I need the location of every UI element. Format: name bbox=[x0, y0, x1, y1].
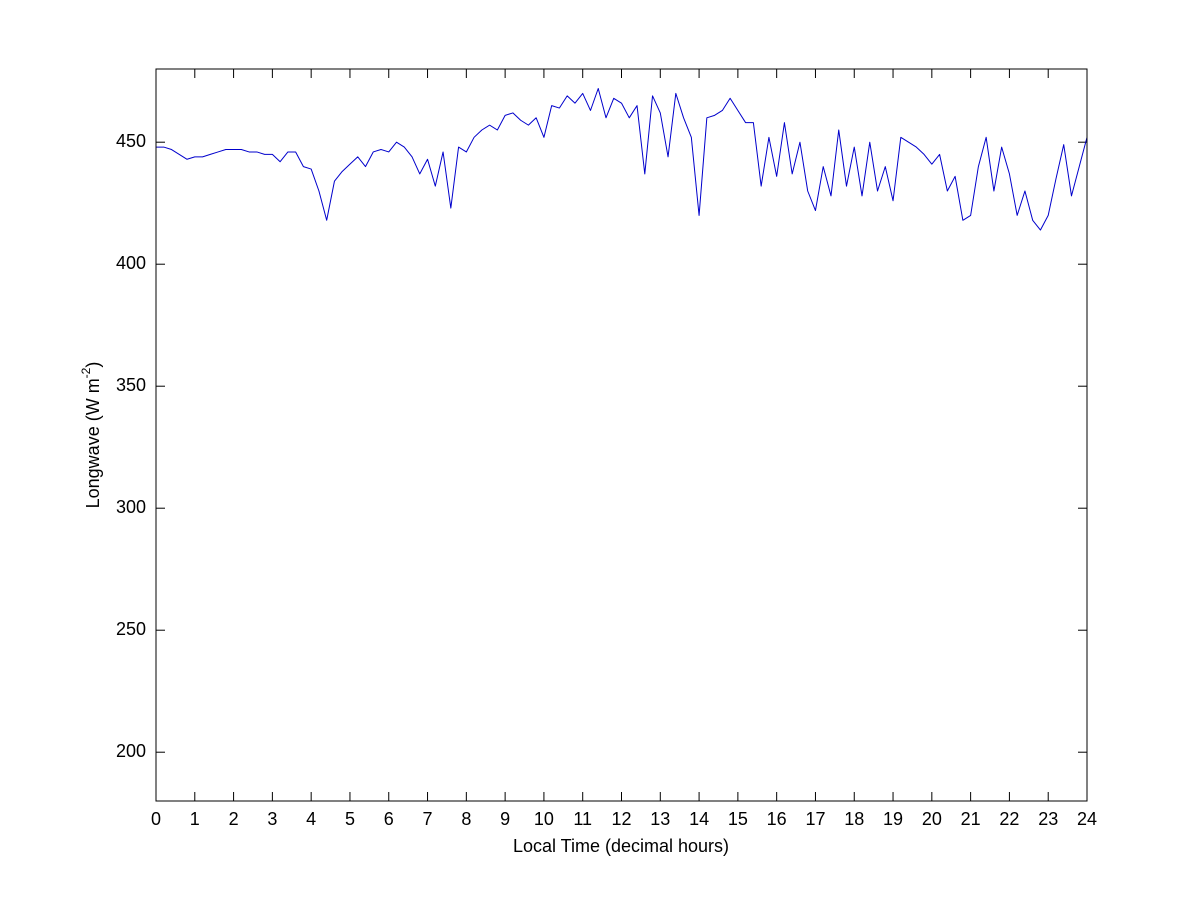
y-tick-label: 350 bbox=[116, 375, 146, 395]
x-tick-label: 20 bbox=[922, 809, 942, 829]
x-tick-label: 12 bbox=[611, 809, 631, 829]
x-tick-label: 23 bbox=[1038, 809, 1058, 829]
x-tick-label: 15 bbox=[728, 809, 748, 829]
y-tick-label: 450 bbox=[116, 131, 146, 151]
y-axis-label-text: Longwave (W m bbox=[83, 378, 103, 508]
y-axis-label-suffix: ) bbox=[83, 362, 103, 368]
x-tick-label: 0 bbox=[151, 809, 161, 829]
x-tick-label: 6 bbox=[384, 809, 394, 829]
data-line bbox=[156, 88, 1088, 231]
x-tick-label: 24 bbox=[1077, 809, 1097, 829]
x-tick-label: 7 bbox=[423, 809, 433, 829]
x-tick-label: 3 bbox=[267, 809, 277, 829]
y-tick-label: 250 bbox=[116, 619, 146, 639]
x-tick-label: 1 bbox=[190, 809, 200, 829]
x-tick-label: 17 bbox=[805, 809, 825, 829]
x-tick-label: 2 bbox=[229, 809, 239, 829]
x-tick-label: 18 bbox=[844, 809, 864, 829]
x-tick-label: 13 bbox=[650, 809, 670, 829]
x-tick-label: 5 bbox=[345, 809, 355, 829]
x-tick-label: 21 bbox=[961, 809, 981, 829]
y-tick-label: 300 bbox=[116, 497, 146, 517]
x-tick-label: 16 bbox=[767, 809, 787, 829]
x-tick-label: 8 bbox=[461, 809, 471, 829]
x-tick-label: 9 bbox=[500, 809, 510, 829]
x-tick-label: 4 bbox=[306, 809, 316, 829]
y-axis-label-superscript: -2 bbox=[79, 367, 93, 378]
y-tick-label: 200 bbox=[116, 741, 146, 761]
y-axis-label: Longwave (W m-2) bbox=[79, 362, 103, 509]
x-tick-label: 11 bbox=[573, 809, 592, 829]
x-axis-label: Local Time (decimal hours) bbox=[513, 836, 729, 856]
axes-box bbox=[155, 68, 1088, 802]
x-tick-label: 22 bbox=[999, 809, 1019, 829]
y-tick-label: 400 bbox=[116, 253, 146, 273]
x-tick-label: 19 bbox=[883, 809, 903, 829]
x-tick-label: 14 bbox=[689, 809, 709, 829]
x-tick-label: 10 bbox=[534, 809, 554, 829]
